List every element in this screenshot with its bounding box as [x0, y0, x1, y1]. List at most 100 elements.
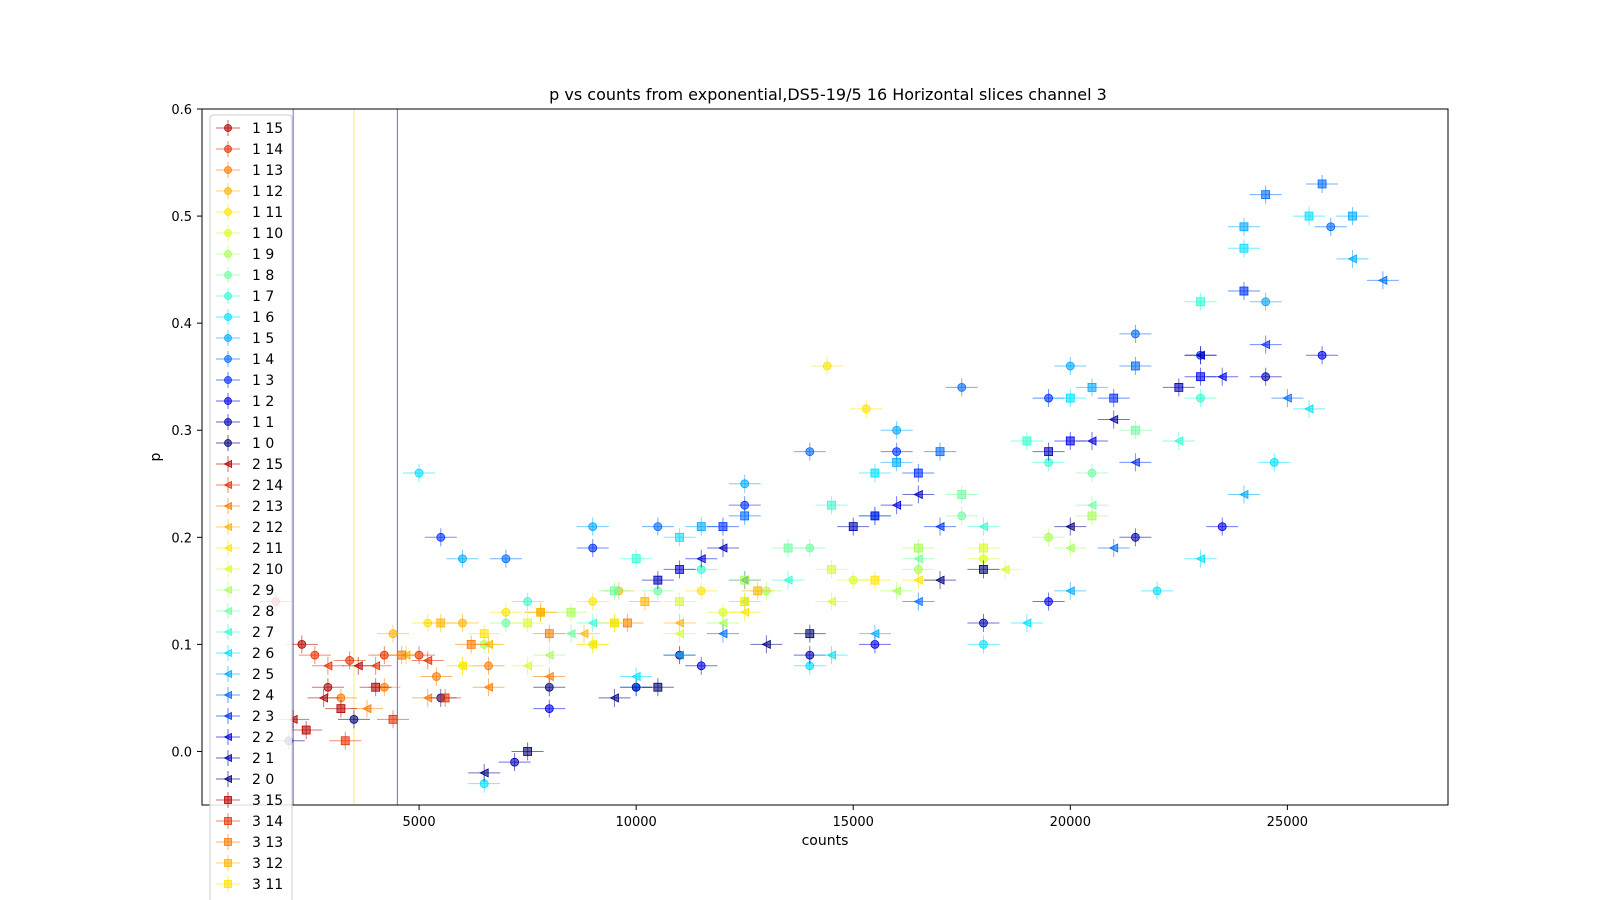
data-point — [1304, 211, 1314, 221]
data-point — [740, 479, 750, 489]
legend-entry: 2 5 — [216, 666, 274, 683]
data-point — [870, 468, 880, 478]
data-point — [323, 661, 333, 671]
data-point — [1317, 350, 1327, 360]
series-1-1 — [498, 367, 1282, 772]
legend-entry: 2 6 — [216, 645, 274, 662]
data-point — [1087, 436, 1097, 446]
data-point — [696, 586, 706, 596]
legend-entry: 1 1 — [216, 414, 274, 431]
legend-entry: 1 11 — [216, 204, 283, 221]
series-2-14 — [311, 651, 444, 675]
data-point — [1377, 275, 1388, 285]
series-2-1 — [706, 346, 1217, 558]
legend-label: 2 12 — [252, 520, 283, 536]
legend-marker — [224, 859, 232, 867]
data-point — [510, 757, 519, 767]
legend-label: 1 7 — [252, 289, 274, 305]
legend-label: 1 12 — [252, 184, 283, 200]
y-tick-label: 0.2 — [171, 531, 192, 546]
data-point — [848, 522, 858, 531]
series-3-15 — [290, 678, 392, 740]
data-point — [870, 575, 880, 585]
data-point — [609, 693, 619, 703]
data-point — [913, 596, 923, 607]
data-point — [805, 629, 815, 639]
legend-marker — [224, 271, 232, 279]
data-point — [536, 607, 546, 617]
legend-label: 1 8 — [252, 268, 274, 284]
series-2-7 — [576, 431, 1195, 632]
legend-label: 2 1 — [252, 751, 274, 767]
data-point — [675, 597, 684, 606]
data-point — [1065, 361, 1075, 371]
legend-label: 1 2 — [252, 394, 274, 410]
legend-marker — [224, 334, 232, 342]
legend-entry: 1 14 — [216, 141, 283, 158]
data-point — [370, 661, 381, 671]
legend-entry: 2 7 — [216, 624, 274, 641]
legend-entry: 3 14 — [216, 813, 283, 830]
data-point — [1304, 404, 1314, 414]
legend-marker — [223, 627, 232, 637]
legend-box — [209, 114, 293, 900]
legend-entry: 1 8 — [216, 267, 274, 284]
y-tick-label: 0.5 — [171, 210, 192, 225]
data-point — [422, 655, 433, 666]
data-point — [1239, 286, 1249, 296]
data-point — [826, 650, 836, 660]
data-point — [1261, 297, 1271, 307]
data-point — [371, 682, 381, 692]
series-3-3 — [706, 282, 1260, 536]
data-point — [1087, 382, 1097, 392]
legend-entry: 2 14 — [216, 477, 283, 494]
data-point — [501, 554, 511, 564]
data-point — [935, 575, 945, 585]
data-point — [1108, 414, 1119, 425]
data-point — [1282, 393, 1292, 403]
data-point — [1065, 436, 1075, 446]
legend-entry: 2 4 — [216, 687, 274, 704]
legend-entry: 1 2 — [216, 393, 274, 410]
legend-entry: 1 6 — [216, 309, 274, 326]
series-2-6 — [620, 399, 1326, 686]
series-3-10 — [511, 539, 1000, 632]
data-point — [674, 650, 684, 660]
data-point — [288, 714, 298, 724]
legend-label: 3 14 — [252, 814, 283, 830]
data-point — [753, 586, 763, 596]
data-point — [826, 596, 836, 607]
legend-label: 2 3 — [252, 709, 274, 725]
y-axis: 0.0 0.1 0.2 0.3 0.4 0.5 0.6 — [171, 103, 202, 760]
data-point — [297, 639, 307, 649]
data-point — [827, 565, 836, 574]
series-1-4 — [489, 217, 1347, 568]
series-3-9 — [555, 506, 1108, 622]
legend-label: 3 11 — [252, 877, 283, 893]
data-point — [414, 468, 424, 478]
data-point — [310, 650, 320, 660]
data-point — [1131, 361, 1140, 371]
legend-label: 2 15 — [252, 457, 283, 473]
data-point — [1217, 372, 1227, 382]
data-point — [696, 522, 706, 531]
data-point — [979, 543, 988, 553]
legend-marker — [224, 418, 232, 426]
series-1-8 — [489, 464, 1108, 632]
data-point — [484, 661, 493, 671]
data-point — [1131, 532, 1140, 542]
legend-entry: 3 12 — [216, 855, 283, 872]
legend-marker — [224, 355, 232, 363]
data-point — [587, 618, 598, 628]
legend-entry: 2 11 — [216, 540, 283, 557]
series-1-2 — [533, 346, 1339, 718]
data-point — [1195, 350, 1205, 360]
data-point — [979, 565, 988, 574]
legend-label: 2 5 — [252, 667, 274, 683]
x-axis-label: counts — [802, 833, 849, 849]
series-2-5 — [663, 249, 1369, 665]
data-point — [861, 404, 871, 414]
legend-label: 2 10 — [252, 562, 283, 578]
legend-marker — [223, 501, 232, 511]
